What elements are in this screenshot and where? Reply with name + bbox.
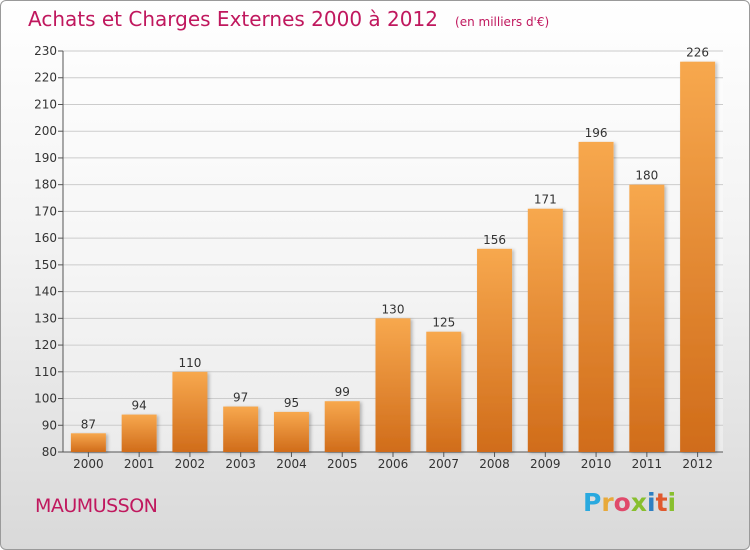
bar	[680, 61, 716, 453]
bar	[527, 208, 563, 452]
bar-value-label: 99	[335, 385, 350, 399]
y-tick-label: 90	[42, 418, 57, 432]
bar	[273, 411, 309, 452]
y-tick-label: 210	[34, 97, 57, 111]
x-tick-label: 2010	[581, 457, 612, 471]
x-tick-label: 2002	[175, 457, 206, 471]
logo-letter: r	[601, 488, 614, 517]
bar	[477, 248, 513, 452]
commune-name: MAUMUSSON	[35, 495, 158, 517]
y-tick-label: 170	[34, 204, 57, 218]
y-tick-label: 220	[34, 71, 57, 85]
x-tick-label: 2008	[479, 457, 510, 471]
y-tick-label: 100	[34, 392, 57, 406]
chart-unit-note: (en milliers d'€)	[455, 15, 550, 29]
x-tick-label: 2006	[378, 457, 409, 471]
logo-letter: t	[655, 488, 668, 517]
x-tick-label: 2004	[276, 457, 307, 471]
y-tick-label: 230	[34, 44, 57, 58]
bar-value-label: 97	[233, 391, 248, 405]
chart-title: Achats et Charges Externes 2000 à 2012	[28, 7, 438, 31]
y-tick-label: 200	[34, 124, 57, 138]
proxiti-logo: Proxiti	[583, 488, 676, 517]
bar	[324, 401, 360, 452]
y-tick-label: 130	[34, 311, 57, 325]
bar-value-label: 226	[686, 46, 709, 60]
y-tick-label: 150	[34, 258, 57, 272]
bar-value-label: 95	[284, 396, 299, 410]
bar	[578, 141, 614, 453]
bar-value-label: 156	[483, 233, 506, 247]
y-tick-label: 120	[34, 338, 57, 352]
x-tick-label: 2003	[225, 457, 256, 471]
logo-letter: P	[583, 488, 602, 517]
bar	[629, 184, 665, 452]
bar-value-label: 87	[81, 417, 96, 431]
bar-value-label: 94	[132, 399, 147, 413]
chart-title-block: Achats et Charges Externes 2000 à 2012 (…	[28, 7, 549, 31]
logo-letter: x	[630, 488, 647, 517]
y-tick-label: 190	[34, 151, 57, 165]
x-tick-label: 2009	[530, 457, 561, 471]
y-tick-label: 110	[34, 365, 57, 379]
x-tick-label: 2001	[124, 457, 155, 471]
x-tick-label: 2012	[682, 457, 713, 471]
bar	[375, 318, 411, 452]
bar	[426, 331, 462, 452]
bar	[70, 433, 106, 452]
bar-value-label: 110	[178, 356, 201, 370]
x-tick-label: 2005	[327, 457, 358, 471]
bar-value-label: 125	[432, 316, 455, 330]
bar-value-label: 130	[382, 302, 405, 316]
x-tick-label: 2007	[428, 457, 459, 471]
x-tick-label: 2011	[632, 457, 663, 471]
logo-letter: i	[667, 488, 677, 517]
y-tick-label: 160	[34, 231, 57, 245]
bar-value-label: 180	[635, 169, 658, 183]
bar	[223, 406, 259, 452]
bar	[172, 371, 208, 452]
y-tick-label: 140	[34, 285, 57, 299]
y-tick-label: 180	[34, 178, 57, 192]
bar-value-label: 171	[534, 193, 557, 207]
logo-letter: i	[647, 488, 656, 517]
x-tick-label: 2000	[73, 457, 104, 471]
bar	[121, 414, 157, 452]
bar-value-label: 196	[585, 126, 608, 140]
logo-letter: o	[613, 488, 631, 517]
y-tick-label: 80	[42, 445, 57, 459]
